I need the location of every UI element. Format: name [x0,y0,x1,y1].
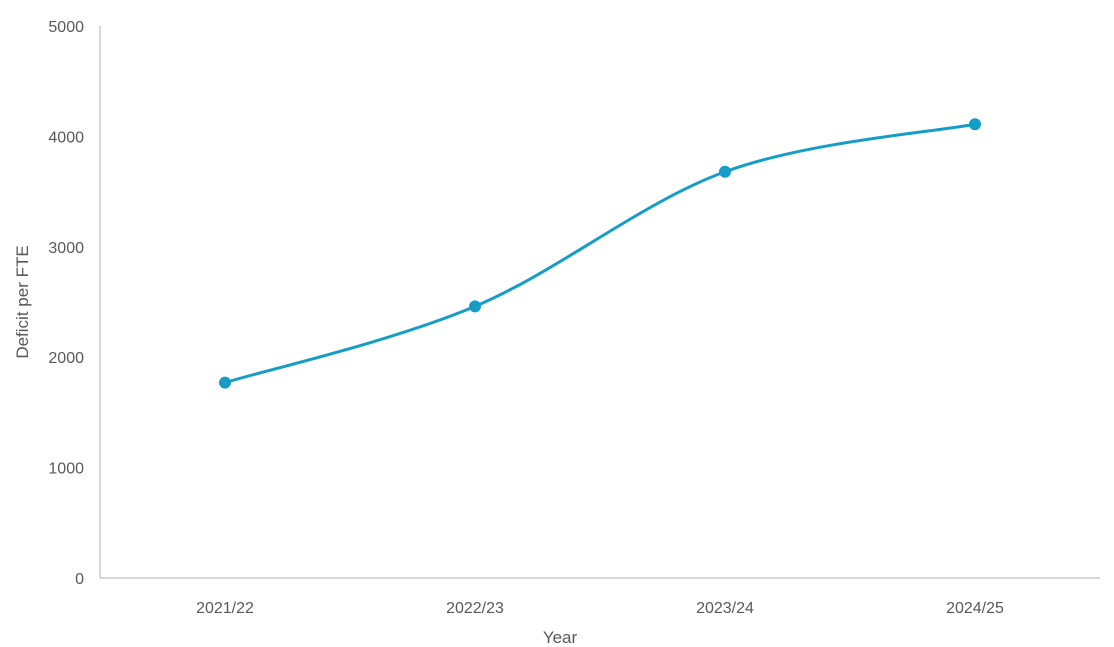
data-point-marker [219,376,231,389]
y-axis-title: Deficit per FTE [13,245,32,358]
x-tick-label: 2023/24 [696,600,754,617]
series-layer [219,118,981,389]
series-line [223,122,977,385]
x-tick-label: 2021/22 [196,600,254,617]
y-tick-label: 1000 [48,461,84,478]
x-tick-label: 2024/25 [946,600,1004,617]
y-tick-label: 0 [75,571,84,588]
y-tick-label: 5000 [48,19,84,36]
x-tick-labels: 2021/22 2022/23 2023/24 2024/25 [196,600,1004,617]
x-axis-title: Year [543,628,578,647]
data-point-marker [719,165,731,178]
y-tick-label: 2000 [48,350,84,367]
x-tick-label: 2022/23 [446,600,504,617]
y-tick-label: 3000 [48,240,84,257]
data-point-marker [469,300,481,313]
y-tick-labels: 0 1000 2000 3000 4000 5000 [48,19,84,588]
data-point-marker [969,118,981,131]
y-tick-label: 4000 [48,129,84,146]
